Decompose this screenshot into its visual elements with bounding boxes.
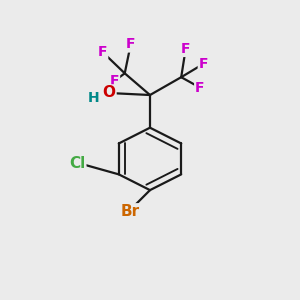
- Text: F: F: [195, 81, 205, 94]
- Text: F: F: [199, 57, 208, 71]
- Text: F: F: [98, 45, 107, 59]
- Text: Cl: Cl: [69, 156, 85, 171]
- Text: O: O: [103, 85, 116, 100]
- Text: F: F: [110, 74, 119, 88]
- Text: H: H: [88, 91, 99, 105]
- Text: F: F: [126, 38, 135, 52]
- Text: F: F: [181, 42, 190, 56]
- Text: Br: Br: [121, 204, 140, 219]
